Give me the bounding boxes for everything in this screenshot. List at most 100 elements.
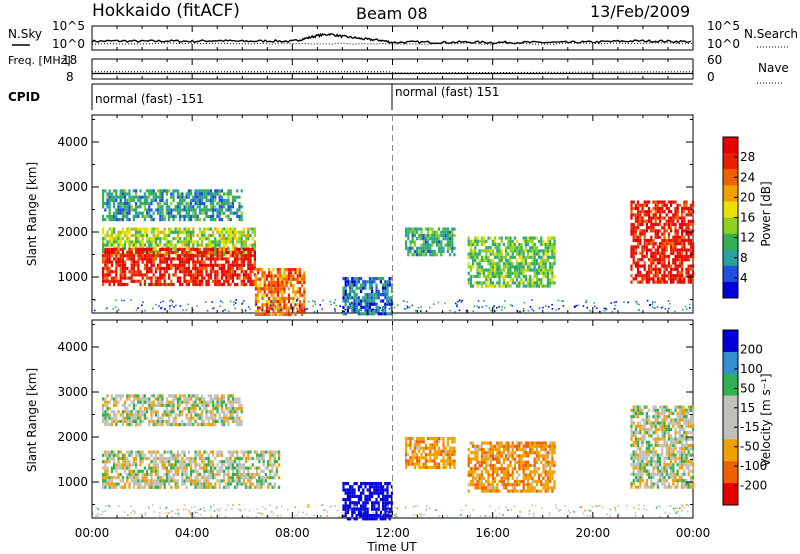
range-cell [179,466,182,470]
range-cell [216,247,219,251]
range-cell [238,476,241,480]
range-cell [670,210,673,214]
range-cell [467,255,470,259]
range-cell [240,270,243,274]
range-cell [674,235,677,239]
range-cell [174,250,177,255]
range-cell [661,254,664,259]
range-cell [128,453,131,457]
range-cell [349,504,352,508]
scatter-cell [312,305,315,307]
range-cell [201,233,204,238]
range-cell [201,394,204,398]
range-cell [143,279,146,283]
range-cell [292,309,295,313]
range-cell [509,255,512,259]
range-cell [491,268,494,272]
range-cell [531,239,534,243]
scatter-cell [137,307,139,309]
range-cell [174,253,177,257]
range-cell [377,485,380,489]
range-cell [132,266,135,271]
range-cell [190,279,193,283]
range-cell [183,460,186,464]
range-cell [216,250,219,255]
range-cell [172,476,175,480]
range-cell [110,260,113,264]
range-cell [527,265,530,269]
range-cell [179,237,182,241]
range-cell [535,278,538,282]
range-cell [659,242,662,246]
range-cell [220,202,223,206]
range-cell [469,460,472,464]
range-cell [665,219,668,223]
range-cell [245,485,248,489]
range-cell [672,238,675,243]
range-cell [480,457,483,461]
range-cell [478,271,481,275]
range-cell [645,248,648,252]
range-cell [483,255,486,259]
range-cell [113,218,116,222]
range-cell [527,284,530,288]
range-cell [236,466,239,470]
range-cell [431,253,434,257]
range-cell [150,227,153,231]
range-cell [172,403,175,407]
range-cell [196,472,199,477]
range-cell [104,276,107,280]
range-cell [496,265,499,269]
range-cell [446,249,449,254]
range-cell [128,394,131,398]
range-cell [236,240,239,244]
range-cell [689,280,692,284]
range-cell [223,423,226,427]
range-cell [685,248,688,252]
scatter-cell [667,300,670,302]
range-cell [538,255,541,259]
scatter-cell [185,309,188,311]
range-cell [433,446,436,450]
range-cell [491,262,494,266]
range-cell [507,274,510,279]
range-cell [161,423,164,427]
range-cell [346,283,349,287]
range-cell [181,482,184,486]
range-cell [119,230,122,234]
range-cell [172,479,175,483]
range-cell [375,283,378,287]
range-cell [520,271,523,275]
range-cell [511,252,514,256]
range-cell [346,498,349,502]
range-cell [476,265,479,269]
range-cell [126,476,129,480]
range-cell [509,268,512,272]
range-cell [520,258,523,263]
range-cell [194,276,197,280]
range-cell [126,227,129,231]
range-cell [355,296,358,300]
range-cell [185,485,188,489]
range-cell [113,413,116,417]
range-cell [185,192,188,196]
range-cell [344,507,347,511]
range-cell [124,482,127,486]
range-cell [407,443,410,447]
range-cell [157,463,160,467]
range-cell [652,213,655,217]
range-cell [121,208,124,212]
range-cell [137,273,140,277]
range-cell [132,254,135,258]
range-cell [148,479,151,483]
range-cell [137,472,140,477]
range-cell [467,489,470,493]
range-cell [667,258,670,262]
range-cell [498,278,501,282]
range-cell [141,240,144,244]
range-cell [645,280,648,284]
range-cell [198,211,201,215]
range-cell [535,262,538,266]
range-cell [429,453,432,457]
range-cell [108,479,111,483]
